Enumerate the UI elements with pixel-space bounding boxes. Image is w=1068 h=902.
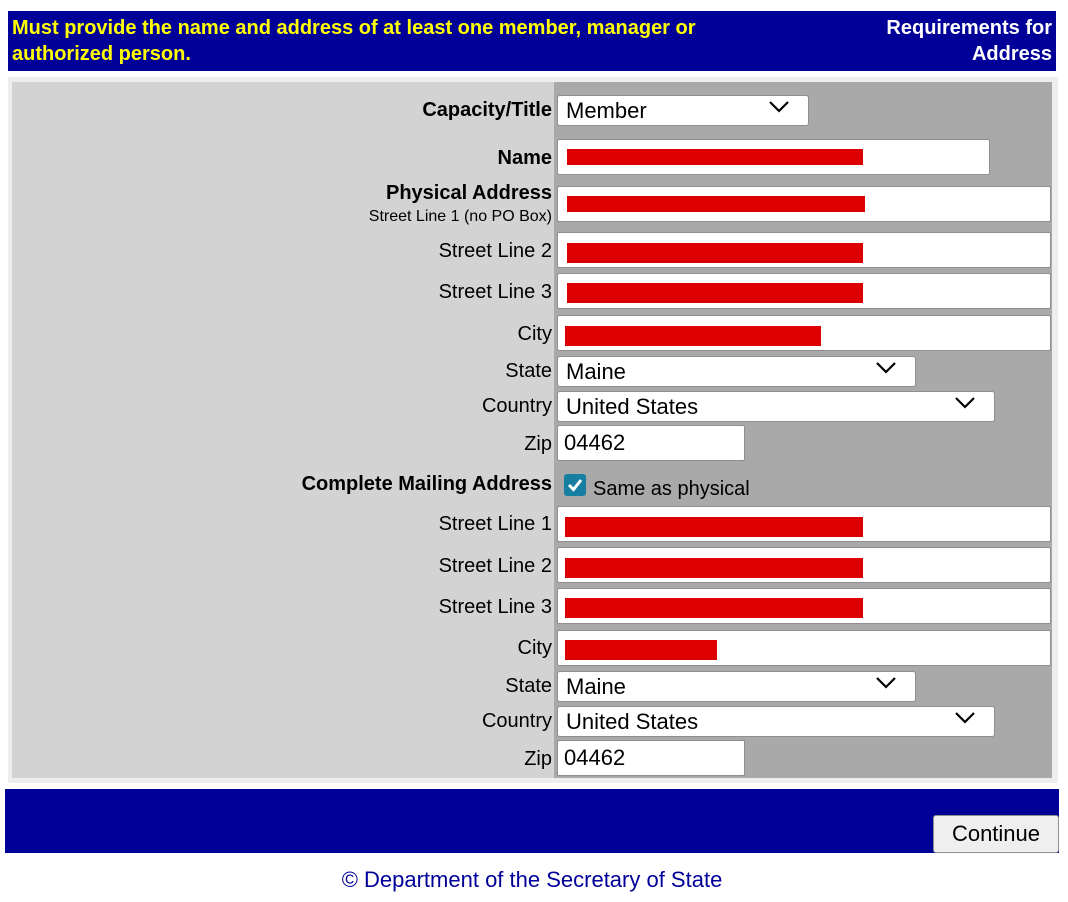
mailing-city-label: City xyxy=(517,637,552,659)
name-label: Name xyxy=(497,147,552,169)
redaction-bar xyxy=(565,517,863,537)
redaction-bar xyxy=(565,326,821,346)
chevron-down-icon xyxy=(769,101,789,113)
mailing-zip-label: Zip xyxy=(524,748,552,770)
physical-country-value: United States xyxy=(566,394,699,419)
physical-street3-label: Street Line 3 xyxy=(438,281,552,303)
continue-button[interactable]: Continue xyxy=(933,815,1059,853)
capacity-select[interactable]: Member xyxy=(557,95,809,126)
chevron-down-icon xyxy=(955,397,975,409)
physical-country-label: Country xyxy=(481,395,552,417)
physical-address-heading: Physical Address xyxy=(385,182,552,204)
physical-zip-label: Zip xyxy=(524,433,552,455)
physical-street1-label: Street Line 1 (no PO Box) xyxy=(368,208,552,225)
physical-state-label: State xyxy=(505,360,552,382)
redaction-bar xyxy=(567,283,863,303)
redaction-bar xyxy=(565,598,863,618)
requirements-banner: Must provide the name and address of at … xyxy=(8,11,1056,71)
mailing-country-label: Country xyxy=(481,710,552,732)
banner-message: Must provide the name and address of at … xyxy=(12,17,696,65)
mailing-country-value: United States xyxy=(566,709,699,734)
physical-zip-input[interactable] xyxy=(557,425,745,461)
physical-street2-label: Street Line 2 xyxy=(438,240,552,262)
mailing-street2-label: Street Line 2 xyxy=(438,555,552,577)
capacity-label: Capacity/Title xyxy=(422,99,552,121)
footer-copyright: © Department of the Secretary of State xyxy=(341,867,723,892)
redaction-bar xyxy=(565,558,863,578)
mailing-address-heading: Complete Mailing Address xyxy=(301,473,552,495)
mailing-state-label: State xyxy=(505,675,552,697)
physical-city-label: City xyxy=(517,323,552,345)
capacity-value: Member xyxy=(566,98,647,123)
redaction-bar xyxy=(565,640,717,660)
redaction-bar xyxy=(567,196,865,212)
mailing-state-value: Maine xyxy=(566,674,626,699)
redaction-bar xyxy=(567,149,863,165)
mailing-street1-label: Street Line 1 xyxy=(438,513,552,535)
chevron-down-icon xyxy=(876,677,896,689)
chevron-down-icon xyxy=(955,712,975,724)
checkmark-icon xyxy=(567,479,583,492)
chevron-down-icon xyxy=(876,362,896,374)
same-as-physical-checkbox[interactable] xyxy=(564,474,586,496)
mailing-state-select[interactable]: Maine xyxy=(557,671,916,702)
mailing-street3-label: Street Line 3 xyxy=(438,596,552,618)
mailing-zip-input[interactable] xyxy=(557,740,745,776)
physical-country-select[interactable]: United States xyxy=(557,391,995,422)
physical-street1-input[interactable] xyxy=(557,186,1051,222)
physical-state-value: Maine xyxy=(566,359,626,384)
requirements-link[interactable]: Requirements for Address xyxy=(886,17,1052,65)
mailing-country-select[interactable]: United States xyxy=(557,706,995,737)
redaction-bar xyxy=(567,243,863,263)
action-bar xyxy=(5,789,1059,853)
same-as-physical-label[interactable]: Same as physical xyxy=(593,478,750,500)
label-column xyxy=(12,82,554,778)
physical-state-select[interactable]: Maine xyxy=(557,356,916,387)
